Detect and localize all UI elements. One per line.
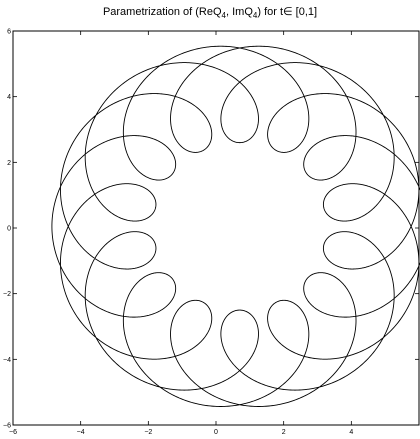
x-tick-label: 4 bbox=[349, 429, 353, 436]
x-tick-label: 0 bbox=[214, 429, 218, 436]
y-tick-label: −6 bbox=[3, 423, 11, 430]
axis-ticks: −6 −4 −2 0 2 4 −6 −4 −2 0 2 4 6 bbox=[3, 29, 419, 436]
x-tick-label: −2 bbox=[144, 429, 152, 436]
plot-frame bbox=[12, 30, 420, 426]
y-tick-label: 2 bbox=[7, 160, 11, 167]
x-tick-label: −4 bbox=[77, 429, 85, 436]
x-tick-label: 2 bbox=[282, 429, 286, 436]
x-tick-label: −6 bbox=[9, 429, 17, 436]
y-tick-label: 0 bbox=[7, 226, 11, 233]
parametric-curve bbox=[51, 45, 420, 407]
y-tick-label: −2 bbox=[3, 291, 11, 298]
y-tick-label: 6 bbox=[7, 29, 11, 36]
y-tick-label: −4 bbox=[3, 357, 11, 364]
y-tick-label: 4 bbox=[7, 94, 11, 101]
chart-title: Parametrization of (ReQ4, ImQ4) for t∈ [… bbox=[103, 6, 317, 20]
plot-area bbox=[51, 45, 420, 407]
